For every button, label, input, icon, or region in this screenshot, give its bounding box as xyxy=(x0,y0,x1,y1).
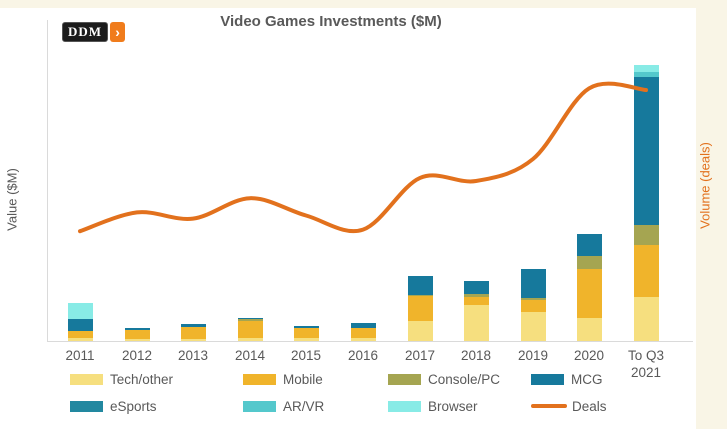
legend-swatch-mobile xyxy=(243,373,276,385)
bar-segment-mcg-2020 xyxy=(576,234,602,257)
legend-item-mobile: Mobile xyxy=(243,371,323,387)
bar-segment-mcg-2017 xyxy=(407,276,433,296)
bar-segment-mobile-2016 xyxy=(350,328,376,338)
x-tick-To-Q3-2021: To Q3 2021 xyxy=(627,348,665,380)
x-tick-2016: 2016 xyxy=(347,348,379,363)
bar-segment-tech-To-Q3-2021 xyxy=(633,296,659,341)
x-tick-2018: 2018 xyxy=(460,348,492,363)
legend-label-tech: Tech/other xyxy=(110,371,174,387)
legend-label-mobile: Mobile xyxy=(283,371,323,387)
bar-segment-mobile-2020 xyxy=(576,269,602,319)
bar-segment-tech-2011 xyxy=(67,337,93,341)
bar-segment-mobile-2013 xyxy=(180,326,206,339)
value-axis-line xyxy=(47,20,48,341)
bar-segment-console-2014 xyxy=(237,318,263,321)
legend-swatch-browser xyxy=(388,400,421,412)
x-tick-2012: 2012 xyxy=(121,348,153,363)
legend-swatch-tech xyxy=(70,373,103,385)
bar-segment-tech-2020 xyxy=(576,318,602,341)
x-tick-2020: 2020 xyxy=(573,348,605,363)
legend-item-deals: Deals xyxy=(531,398,607,414)
bar-segment-mobile-2017 xyxy=(407,296,433,321)
bar-segment-mcg-2014 xyxy=(237,318,263,319)
bar-segment-browser-2011 xyxy=(67,302,93,319)
bar-segment-mcg-To-Q3-2021 xyxy=(633,76,659,226)
bar-segment-mcg-2019 xyxy=(520,268,546,299)
legend-item-mcg: MCG xyxy=(531,371,603,387)
legend-item-esports: eSports xyxy=(70,398,157,414)
bar-segment-console-2017 xyxy=(407,295,433,297)
bar-segment-mobile-2015 xyxy=(293,327,319,338)
bar-segment-mcg-2012 xyxy=(124,328,150,330)
legend-label-deals: Deals xyxy=(572,398,607,414)
x-tick-2014: 2014 xyxy=(234,348,266,363)
bar-segment-mobile-2012 xyxy=(124,329,150,340)
x-tick-2019: 2019 xyxy=(517,348,549,363)
bar-segment-mcg-2015 xyxy=(293,325,319,328)
bar-segment-mobile-2011 xyxy=(67,330,93,338)
bar-segment-tech-2016 xyxy=(350,337,376,341)
legend-item-arvr: AR/VR xyxy=(243,398,324,414)
bar-segment-tech-2018 xyxy=(463,305,489,341)
bar-segment-mcg-2011 xyxy=(67,318,93,331)
legend-swatch-console xyxy=(388,373,421,385)
bar-segment-tech-2017 xyxy=(407,320,433,341)
category-axis-line xyxy=(47,341,693,342)
bar-segment-tech-2013 xyxy=(180,338,206,341)
legend-item-tech: Tech/other xyxy=(70,371,173,387)
bar-segment-mcg-2018 xyxy=(463,281,489,295)
bar-segment-console-2018 xyxy=(463,294,489,298)
legend-item-browser: Browser xyxy=(388,398,478,414)
ddm-logo-chevron-icon: › xyxy=(110,22,126,42)
bar-segment-mobile-2014 xyxy=(237,320,263,338)
x-tick-2015: 2015 xyxy=(290,348,322,363)
legend-swatch-arvr xyxy=(243,400,276,412)
ddm-logo-text: DDM xyxy=(62,22,109,42)
bar-segment-mcg-2013 xyxy=(180,324,206,327)
bar-segment-tech-2014 xyxy=(237,337,263,341)
bar-segment-mcg-2016 xyxy=(350,323,376,329)
x-tick-2013: 2013 xyxy=(177,348,209,363)
ddm-logo: DDM › xyxy=(62,22,126,42)
legend-label-mcg: MCG xyxy=(571,371,603,387)
x-tick-2011: 2011 xyxy=(65,348,95,363)
legend-label-arvr: AR/VR xyxy=(283,398,325,414)
legend-label-browser: Browser xyxy=(428,398,478,414)
bar-segment-mobile-To-Q3-2021 xyxy=(633,245,659,297)
legend-label-esports: eSports xyxy=(110,398,157,414)
bar-segment-tech-2015 xyxy=(293,337,319,341)
bar-segment-console-To-Q3-2021 xyxy=(633,225,659,246)
deals-line xyxy=(78,81,648,234)
legend-label-console: Console/PC xyxy=(428,371,501,387)
bar-segment-console-2019 xyxy=(520,298,546,301)
bar-segment-browser-To-Q3-2021 xyxy=(633,65,659,72)
chart-title: Video Games Investments ($M) xyxy=(220,13,442,30)
bar-segment-console-2020 xyxy=(576,256,602,269)
bar-segment-mobile-2019 xyxy=(520,300,546,313)
bar-segment-arvr-To-Q3-2021 xyxy=(633,71,659,77)
legend-swatch-mcg xyxy=(531,373,564,385)
legend-item-console: Console/PC xyxy=(388,371,500,387)
bar-segment-tech-2019 xyxy=(520,312,546,341)
bar-segment-mobile-2018 xyxy=(463,297,489,306)
bar-segment-tech-2012 xyxy=(124,339,150,341)
legend-swatch-esports xyxy=(70,400,103,412)
legend-swatch-deals xyxy=(531,404,567,408)
x-tick-2017: 2017 xyxy=(404,348,436,363)
